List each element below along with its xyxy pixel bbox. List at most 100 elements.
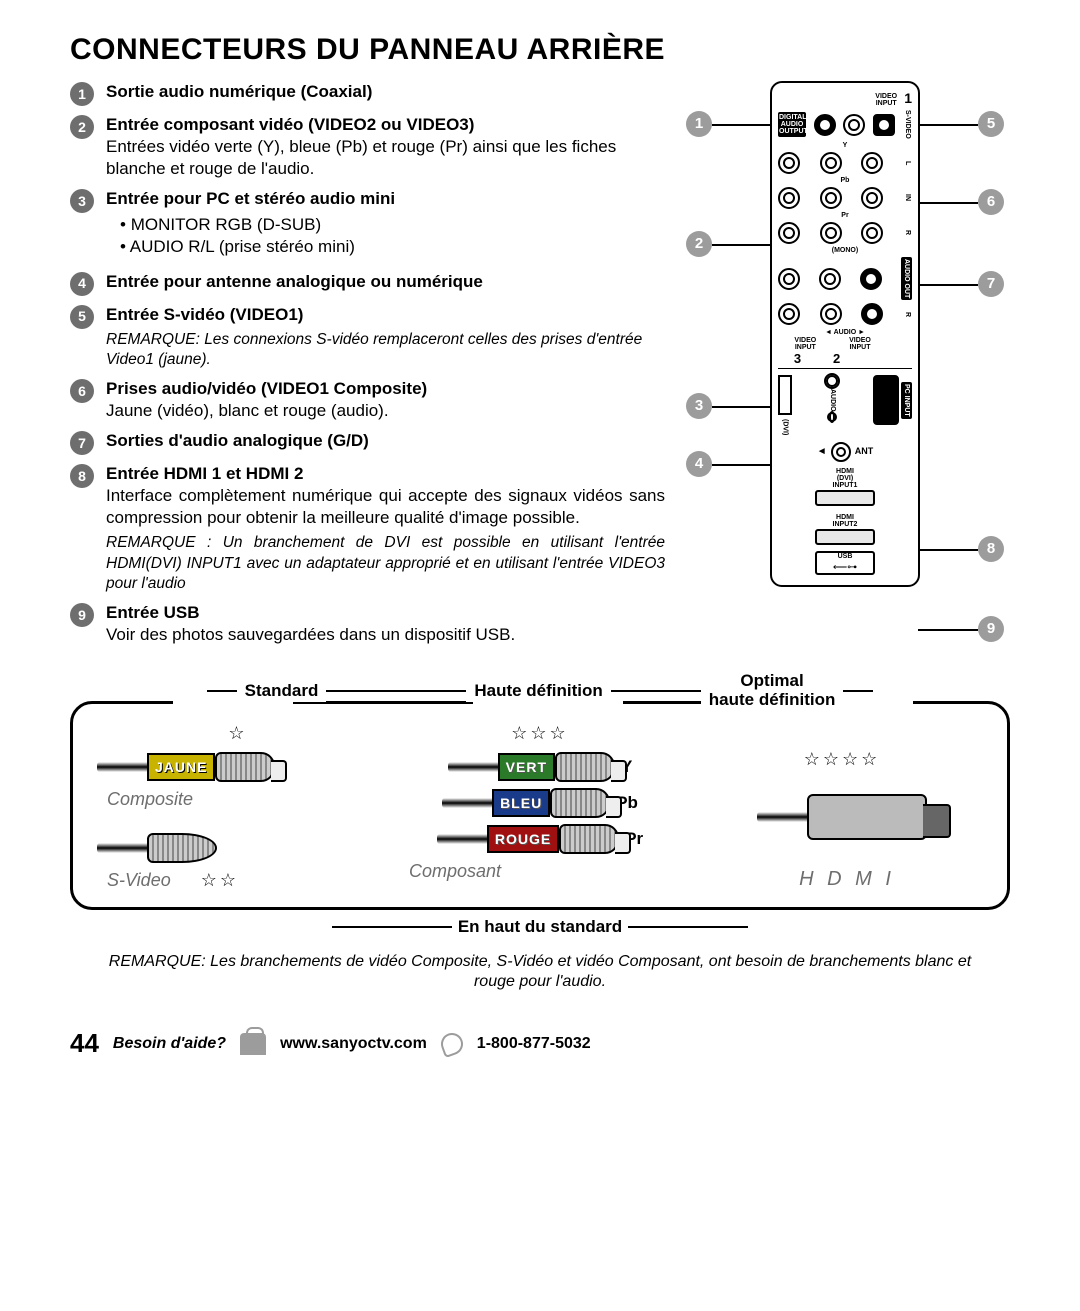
side-l: L	[903, 161, 912, 165]
badge-6: 6	[70, 379, 94, 403]
audio-r-1	[778, 303, 800, 325]
callout-4: 4	[686, 451, 712, 477]
dvi-label: (DVI)	[780, 419, 789, 435]
audio-out-r	[861, 303, 883, 325]
item-2-desc: Entrées vidéo verte (Y), bleue (Pb) et r…	[106, 136, 665, 180]
item-1-title: Sortie audio numérique (Coaxial)	[106, 81, 665, 103]
audio-r-2	[820, 303, 842, 325]
digital-audio-jack	[814, 114, 836, 136]
pr-jack-1	[778, 222, 800, 244]
digital-audio-output-label: DIGITALAUDIOOUTPUT	[778, 112, 806, 137]
y-jack-1	[778, 152, 800, 174]
usb-label: USB	[838, 552, 853, 561]
badge-3: 3	[70, 189, 94, 213]
callout-2: 2	[686, 231, 712, 257]
lock-icon	[240, 1033, 266, 1055]
component-pb-cable: BLEU	[442, 788, 610, 818]
callout-7: 7	[978, 271, 1004, 297]
video-input-3-label: VIDEO INPUT	[790, 337, 820, 351]
item-2-title: Entrée composant vidéo (VIDEO2 ou VIDEO3…	[106, 114, 665, 136]
stars-4: ☆☆☆☆	[804, 748, 881, 771]
hdmi1-port-icon	[815, 490, 875, 506]
badge-5: 5	[70, 305, 94, 329]
component-pr-cable: ROUGE	[437, 824, 619, 854]
page-footer: 44 Besoin d'aide? www.sanyoctv.com 1-800…	[70, 1027, 1010, 1061]
pb-label: Pb	[778, 177, 912, 184]
hd-header: Haute définition	[466, 680, 610, 702]
hdmi1-label: HDMI(DVI)INPUT1	[778, 468, 912, 489]
help-label: Besoin d'aide?	[113, 1034, 226, 1055]
item-9-desc: Voir des photos sauvegardées dans un dis…	[106, 624, 665, 646]
composite-cable: JAUNE	[97, 752, 275, 782]
svideo-label: S-Video	[107, 869, 171, 892]
above-standard-label: En haut du standard	[70, 916, 1010, 938]
pc-audio-jack	[824, 373, 840, 389]
pc-audio-side: AUDIO	[828, 389, 837, 412]
badge-1: 1	[70, 82, 94, 106]
video1-jack	[843, 114, 865, 136]
rear-panel-diagram: 1 2 3 4 5 6 7 8 9 VIDEO INPUT 1 DIGITALA…	[680, 81, 1010, 654]
split-2: 2	[833, 351, 840, 368]
item-6-title: Prises audio/vidéo (VIDEO1 Composite)	[106, 378, 665, 400]
callout-6: 6	[978, 189, 1004, 215]
callout-1: 1	[686, 111, 712, 137]
callout-3: 3	[686, 393, 712, 419]
stars-2: ☆☆	[201, 869, 239, 892]
pb-jack-3	[861, 187, 883, 209]
video-input-1-num: 1	[904, 89, 912, 107]
side-audio-in: IN	[903, 194, 912, 201]
hdmi-cable	[757, 794, 927, 840]
page-number: 44	[70, 1027, 99, 1061]
composant-label: Composant	[409, 860, 501, 883]
cable-comparison: Standard Haute définition Optimalhaute d…	[70, 672, 1010, 993]
mono-label: (MONO)	[778, 247, 912, 254]
split-3: 3	[794, 351, 801, 368]
composite-label: Composite	[107, 788, 193, 811]
item-3-bullet-1: MONITOR RGB (D-SUB)	[120, 214, 665, 236]
comparison-note: REMARQUE: Les branchements de vidéo Comp…	[70, 952, 1010, 994]
side-r2: R	[903, 312, 912, 317]
badge-7: 7	[70, 431, 94, 455]
page-title: CONNECTEURS DU PANNEAU ARRIÈRE	[70, 30, 1010, 69]
badge-8: 8	[70, 464, 94, 488]
vga-port-icon	[873, 375, 899, 425]
ant-label: ANT	[855, 446, 874, 458]
callout-5: 5	[978, 111, 1004, 137]
pc-input-label: PC INPUT	[901, 382, 912, 419]
stars-3: ☆☆☆	[511, 722, 568, 745]
audio-l-1	[778, 268, 800, 290]
item-4-title: Entrée pour antenne analogique ou numéri…	[106, 271, 665, 293]
callout-8: 8	[978, 536, 1004, 562]
audio-label: AUDIO	[834, 329, 857, 336]
stars-1: ☆	[228, 722, 247, 745]
phone-number: 1-800-877-5032	[477, 1034, 591, 1055]
callout-9: 9	[978, 616, 1004, 642]
hdmi-label: H D M I	[799, 866, 895, 892]
svideo-jack	[873, 114, 895, 136]
component-y-cable: VERT	[448, 752, 615, 782]
item-9-title: Entrée USB	[106, 602, 665, 624]
item-3-title: Entrée pour PC et stéréo audio mini	[106, 188, 665, 210]
badge-4: 4	[70, 272, 94, 296]
audio-out-l	[860, 268, 882, 290]
connector-list: 1 Sortie audio numérique (Coaxial) 2 Ent…	[70, 81, 665, 654]
hdmi2-label: HDMIINPUT2	[778, 514, 912, 528]
pr-jack-2	[820, 222, 842, 244]
dvi-port-icon	[778, 375, 792, 415]
badge-9: 9	[70, 603, 94, 627]
hdmi2-port-icon	[815, 529, 875, 545]
pb-jack-2	[820, 187, 842, 209]
item-8-desc: Interface complètement numérique qui acc…	[106, 485, 665, 529]
video-input-2-label: VIDEO INPUT	[845, 337, 875, 351]
optimal-header: Optimalhaute définition	[701, 672, 844, 709]
antenna-jack	[831, 442, 851, 462]
svideo-label: S-VIDEO	[903, 110, 912, 139]
svideo-cable	[97, 833, 217, 863]
video-input-label: VIDEO INPUT	[872, 93, 900, 107]
item-3-bullet-2: AUDIO R/L (prise stéréo mini)	[120, 236, 665, 258]
side-r: R	[903, 230, 912, 235]
item-8-note: REMARQUE : Un branchement de DVI est pos…	[106, 533, 665, 593]
standard-header: Standard	[237, 680, 327, 702]
phone-icon	[438, 1030, 466, 1058]
pb-jack-1	[778, 187, 800, 209]
